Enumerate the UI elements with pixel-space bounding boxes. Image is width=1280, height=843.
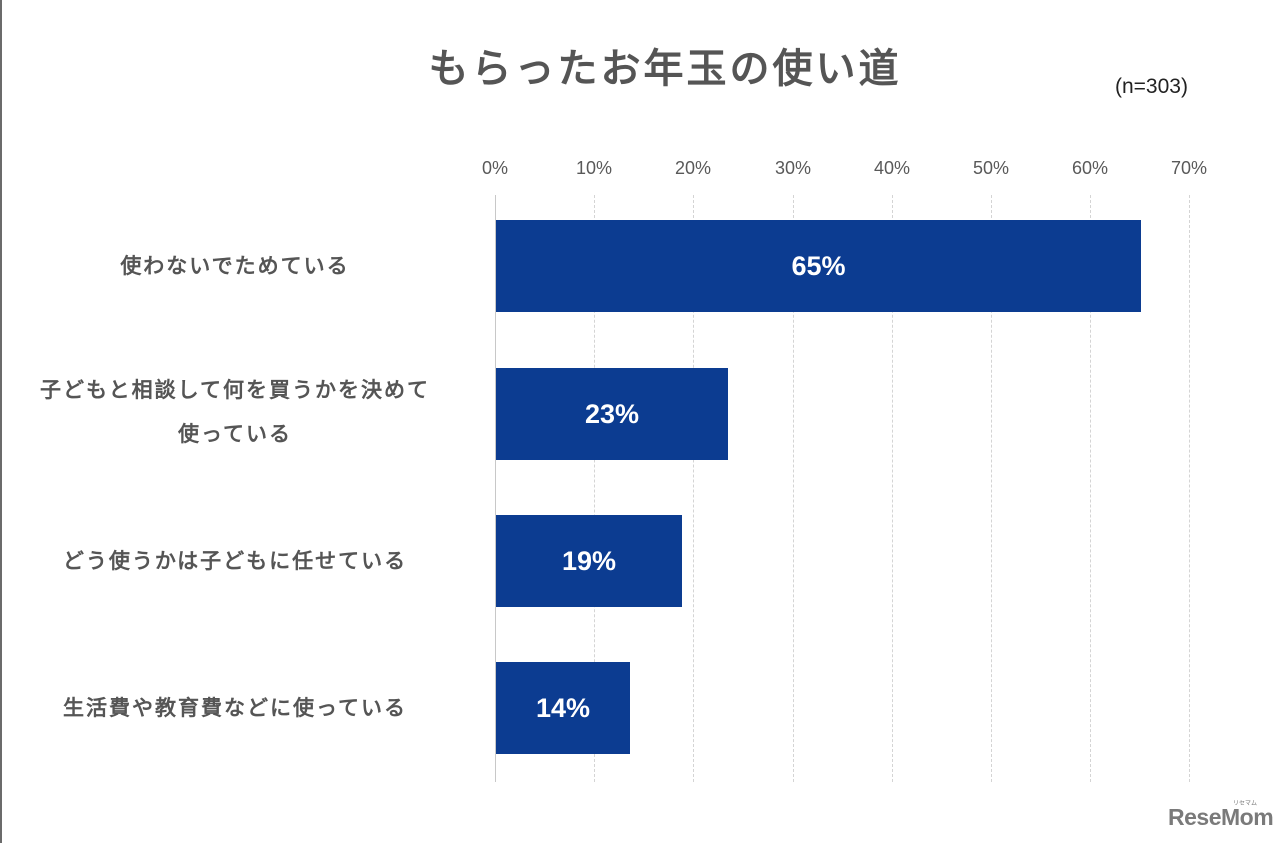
gridline-60 [1090,195,1091,782]
x-tick-50: 50% [972,158,1010,178]
resemom-logo-kana: リセマム [1233,800,1258,807]
left-border [0,0,2,843]
y-axis-line [495,195,496,782]
gridline-30 [793,195,794,782]
bar-save: 65% [496,220,1141,312]
chart-title: もらったお年玉の使い道 [428,46,902,92]
x-tick-70: 70% [1170,158,1208,178]
category-label-text: 生活費や教育費などに使っている [63,696,407,720]
bar-living-education: 14% [496,662,630,754]
x-tick-20: 20% [674,158,712,178]
x-tick-0: 0% [481,158,508,178]
x-tick-60: 60% [1071,158,1109,178]
gridline-40 [892,195,893,782]
bar-value-label: 65% [791,250,846,281]
gridline-70 [1189,195,1190,782]
category-label-3: どう使うかは子どもに任せている [0,539,470,583]
category-label-text: 子どもと相談して何を買うかを決めて [40,378,430,402]
gridline-20 [693,195,694,782]
bar-decide-together: 23% [496,368,728,460]
category-label-text: 使わないでためている [120,254,350,278]
bar-value-label: 19% [561,545,617,576]
bar-value-label: 14% [535,692,591,723]
gridline-50 [991,195,992,782]
resemom-logo: ReseMom [1168,804,1274,830]
x-tick-10: 10% [575,158,613,178]
category-label-text-line2: 使っている [178,422,292,446]
category-label-text: どう使うかは子どもに任せている [62,549,408,573]
category-label-2: 子どもと相談して何を買うかを決めて 使っている [0,368,470,456]
x-tick-40: 40% [873,158,911,178]
sample-size-label: (n=303) [1115,75,1188,98]
x-tick-30: 30% [774,158,812,178]
bar-value-label: 23% [584,398,640,429]
category-label-1: 使わないでためている [0,244,470,288]
gridline-10 [594,195,595,782]
category-label-4: 生活費や教育費などに使っている [0,686,470,730]
bar-child-decides: 19% [496,515,682,607]
